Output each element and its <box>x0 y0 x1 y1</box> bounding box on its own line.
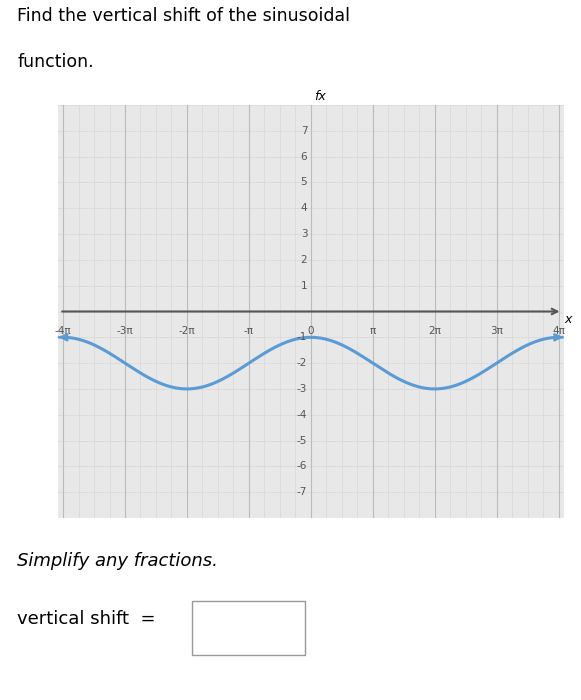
Text: -4π: -4π <box>55 326 71 336</box>
Text: 4: 4 <box>300 203 307 214</box>
Text: -5: -5 <box>297 435 307 446</box>
FancyBboxPatch shape <box>192 601 305 655</box>
Text: 2: 2 <box>300 255 307 265</box>
Text: 5: 5 <box>300 177 307 188</box>
Text: -π: -π <box>244 326 254 336</box>
Text: -3π: -3π <box>117 326 133 336</box>
Text: -2π: -2π <box>178 326 195 336</box>
Text: Find the vertical shift of the sinusoidal: Find the vertical shift of the sinusoida… <box>17 7 350 25</box>
Text: 0: 0 <box>307 326 314 336</box>
Text: Simplify any fractions.: Simplify any fractions. <box>17 552 218 570</box>
Text: x: x <box>565 313 572 326</box>
Text: 4π: 4π <box>552 326 565 336</box>
Text: vertical shift  =: vertical shift = <box>17 610 156 629</box>
Text: -1: -1 <box>297 332 307 342</box>
Text: -4: -4 <box>297 410 307 420</box>
Text: 6: 6 <box>300 152 307 162</box>
Text: -2: -2 <box>297 358 307 368</box>
Text: -3: -3 <box>297 384 307 394</box>
Text: π: π <box>370 326 376 336</box>
Text: -6: -6 <box>297 461 307 471</box>
Text: function.: function. <box>17 53 94 71</box>
Text: fx: fx <box>314 90 326 103</box>
Text: 3: 3 <box>300 229 307 239</box>
Text: 1: 1 <box>300 281 307 290</box>
Text: 2π: 2π <box>428 326 441 336</box>
Text: -7: -7 <box>297 487 307 497</box>
Text: 7: 7 <box>300 126 307 136</box>
Text: 3π: 3π <box>490 326 503 336</box>
